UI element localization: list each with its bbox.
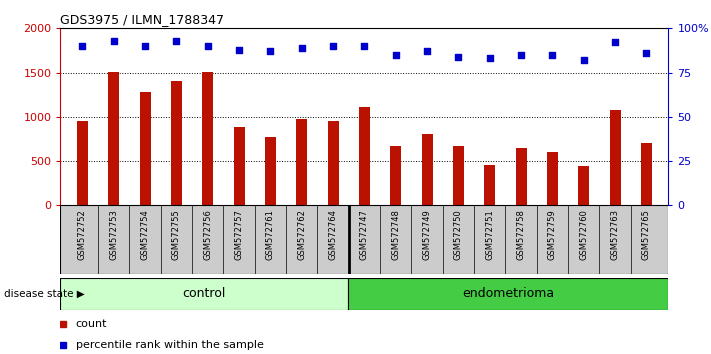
Point xyxy=(359,43,370,49)
Point xyxy=(609,40,621,45)
Bar xyxy=(108,72,119,205)
Point xyxy=(139,43,151,49)
Point xyxy=(327,43,338,49)
Text: count: count xyxy=(75,319,107,329)
Text: GSM572759: GSM572759 xyxy=(548,209,557,259)
Text: GSM572749: GSM572749 xyxy=(422,209,432,259)
Text: GSM572761: GSM572761 xyxy=(266,209,275,259)
Bar xyxy=(296,119,307,205)
Point xyxy=(453,54,464,59)
Point xyxy=(233,47,245,52)
Bar xyxy=(233,127,245,205)
Text: GSM572752: GSM572752 xyxy=(78,209,87,259)
Point xyxy=(641,50,652,56)
Bar xyxy=(60,205,668,274)
Bar xyxy=(515,148,527,205)
Point xyxy=(578,57,589,63)
Text: GSM572748: GSM572748 xyxy=(391,209,400,259)
Point xyxy=(202,43,213,49)
Point xyxy=(171,38,182,44)
Bar xyxy=(484,165,496,205)
Bar xyxy=(641,143,652,205)
Text: GSM572760: GSM572760 xyxy=(579,209,588,259)
Point xyxy=(515,52,527,58)
Text: GSM572750: GSM572750 xyxy=(454,209,463,259)
Text: GSM572754: GSM572754 xyxy=(141,209,149,259)
Point xyxy=(296,45,307,51)
Text: GSM572758: GSM572758 xyxy=(517,209,525,259)
Text: GDS3975 / ILMN_1788347: GDS3975 / ILMN_1788347 xyxy=(60,13,225,26)
Bar xyxy=(77,121,88,205)
Bar xyxy=(348,278,668,310)
Point xyxy=(484,56,496,61)
Bar xyxy=(328,121,338,205)
Point xyxy=(77,43,88,49)
Bar xyxy=(265,137,276,205)
Text: GSM572753: GSM572753 xyxy=(109,209,118,259)
Text: endometrioma: endometrioma xyxy=(462,287,555,300)
Bar xyxy=(390,147,401,205)
Bar xyxy=(171,81,182,205)
Point xyxy=(264,48,276,54)
Bar xyxy=(609,110,621,205)
Bar xyxy=(422,134,432,205)
Text: disease state ▶: disease state ▶ xyxy=(4,289,85,299)
Bar xyxy=(60,278,348,310)
Point xyxy=(390,52,402,58)
Text: GSM572765: GSM572765 xyxy=(642,209,651,259)
Text: GSM572755: GSM572755 xyxy=(172,209,181,259)
Text: GSM572747: GSM572747 xyxy=(360,209,369,259)
Text: GSM572764: GSM572764 xyxy=(328,209,338,259)
Bar xyxy=(202,72,213,205)
Text: GSM572762: GSM572762 xyxy=(297,209,306,259)
Bar xyxy=(578,166,589,205)
Bar xyxy=(547,152,558,205)
Text: control: control xyxy=(183,287,226,300)
Bar xyxy=(453,147,464,205)
Text: GSM572757: GSM572757 xyxy=(235,209,244,259)
Bar xyxy=(139,92,151,205)
Point xyxy=(547,52,558,58)
Text: GSM572751: GSM572751 xyxy=(485,209,494,259)
Point xyxy=(422,48,433,54)
Text: GSM572763: GSM572763 xyxy=(611,209,619,260)
Point xyxy=(108,38,119,44)
Text: percentile rank within the sample: percentile rank within the sample xyxy=(75,340,264,350)
Bar xyxy=(359,107,370,205)
Text: GSM572756: GSM572756 xyxy=(203,209,212,259)
